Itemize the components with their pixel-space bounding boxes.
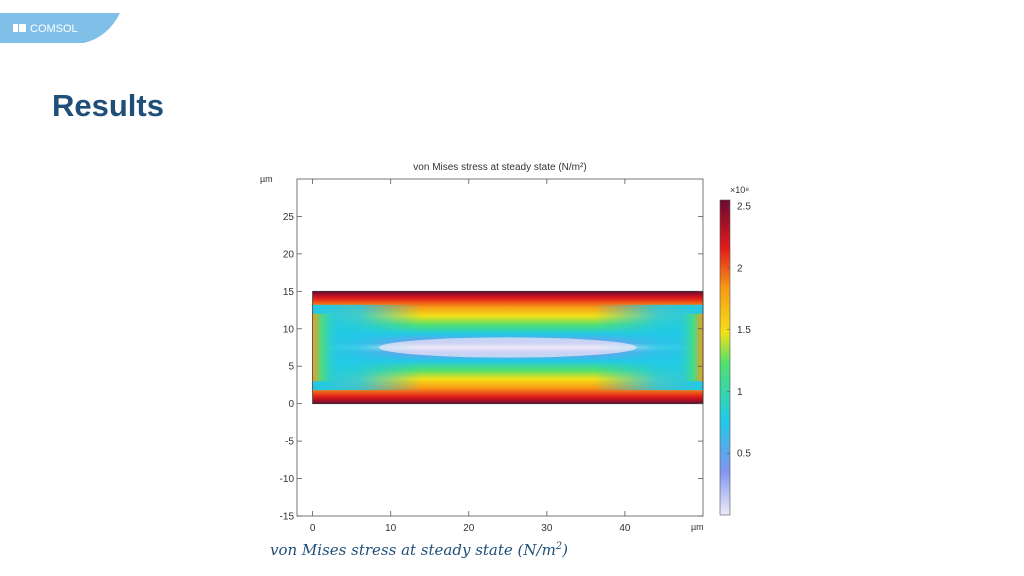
comsol-logo-icon (13, 24, 26, 32)
logo-text: COMSOL (30, 23, 78, 35)
comsol-logo-tab: COMSOL (0, 13, 120, 43)
y-tick-label: 25 (283, 212, 295, 223)
y-tick-label: 10 (283, 324, 295, 335)
colorbar-gradient (719, 199, 731, 516)
stress-field (312, 290, 704, 405)
colorbar: 0.5 1 1.5 2 2.5 (719, 199, 751, 516)
y-tick-label: 15 (283, 287, 295, 298)
stress-plot: von Mises stress at steady state (N/m²) … (240, 150, 780, 540)
y-tick-label: 5 (288, 362, 294, 373)
caption-close: ) (562, 541, 569, 559)
colorbar-tick-label: 2 (737, 263, 743, 274)
colorbar-tick-label: 0.5 (737, 449, 751, 460)
logo-tab-shape (0, 13, 120, 43)
stress-minimum-band (378, 337, 637, 358)
chart-title: von Mises stress at steady state (N/m²) (413, 162, 586, 173)
x-axis-unit: µm (691, 522, 704, 532)
x-tick-label: 10 (385, 523, 397, 534)
x-tick-label: 40 (619, 523, 631, 534)
figure-caption: von Mises stress at steady state (N/m2) (270, 541, 568, 559)
colorbar-tick-label: 1 (737, 387, 743, 398)
domain-outline (312, 290, 704, 405)
x-tick-label: 0 (310, 523, 316, 534)
y-tick-label: 0 (288, 399, 294, 410)
caption-superscript: 2 (555, 541, 563, 552)
x-axis-ticks: 0 10 20 30 40 (310, 179, 631, 534)
y-tick-label: -15 (280, 512, 295, 523)
colorbar-multiplier: ×10⁸ (730, 185, 749, 195)
x-tick-label: 30 (541, 523, 553, 534)
colorbar-tick-label: 1.5 (737, 325, 751, 336)
y-axis-unit: µm (260, 174, 273, 184)
plot-svg: von Mises stress at steady state (N/m²) … (260, 162, 751, 534)
colorbar-tick-label: 2.5 (737, 202, 751, 213)
y-tick-label: 20 (283, 249, 295, 260)
y-tick-label: -10 (280, 474, 295, 485)
x-tick-label: 20 (463, 523, 475, 534)
y-tick-label: -5 (285, 437, 294, 448)
page-title: Results (52, 88, 164, 123)
caption-text: von Mises stress at steady state (N/m (270, 541, 556, 559)
y-axis-ticks: -15 -10 -5 0 5 10 15 20 25 (280, 212, 703, 523)
